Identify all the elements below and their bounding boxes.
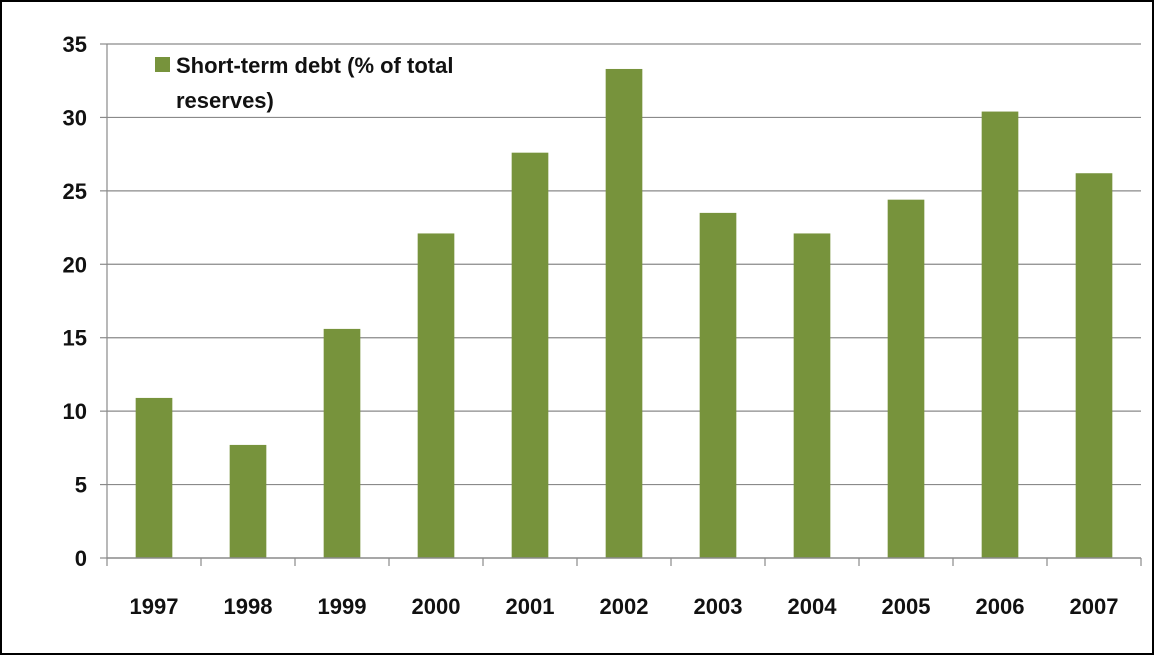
legend-label-line2: reserves) [176, 88, 274, 113]
bar-2004 [793, 233, 831, 558]
x-tick-label: 2006 [976, 594, 1025, 619]
x-tick-label: 1998 [224, 594, 273, 619]
legend: Short-term debt (% of total reserves) [155, 53, 453, 113]
x-tick-label: 2007 [1070, 594, 1119, 619]
x-tick-label: 2003 [694, 594, 743, 619]
x-tick-label: 1999 [318, 594, 367, 619]
bar-2001 [511, 152, 549, 558]
bar-2000 [417, 233, 455, 558]
y-tick-label: 20 [63, 252, 87, 277]
x-tick-label: 2002 [600, 594, 649, 619]
bar-2002 [605, 68, 643, 559]
y-tick-label: 15 [63, 326, 87, 351]
y-tick-label: 35 [63, 32, 87, 57]
bar-1997 [135, 397, 173, 558]
y-tick-label: 5 [75, 473, 87, 498]
bar-1998 [229, 444, 267, 558]
x-axis-ticks: 1997 1998 1999 2000 2001 2002 2003 2004 2005 2006… [106, 558, 1142, 619]
bar-2007 [1075, 173, 1113, 558]
bar-1999 [323, 328, 361, 558]
x-tick-label: 2004 [788, 594, 838, 619]
y-tick-label: 25 [63, 179, 87, 204]
x-tick-label: 2001 [506, 594, 555, 619]
y-tick-label: 10 [63, 399, 87, 424]
x-tick-label: 1997 [130, 594, 179, 619]
y-tick-label: 30 [63, 105, 87, 130]
x-tick-label: 2005 [882, 594, 931, 619]
bar-2005 [887, 199, 925, 558]
x-tick-label: 2000 [412, 594, 461, 619]
bar-2006 [981, 111, 1019, 558]
y-axis-ticks: 0 5 10 15 20 25 30 35 [63, 32, 108, 571]
legend-label-line1: Short-term debt (% of total [176, 53, 453, 78]
bar-2003 [699, 212, 737, 558]
legend-swatch [155, 57, 170, 72]
bars [135, 68, 1113, 559]
y-tick-label: 0 [75, 546, 87, 571]
